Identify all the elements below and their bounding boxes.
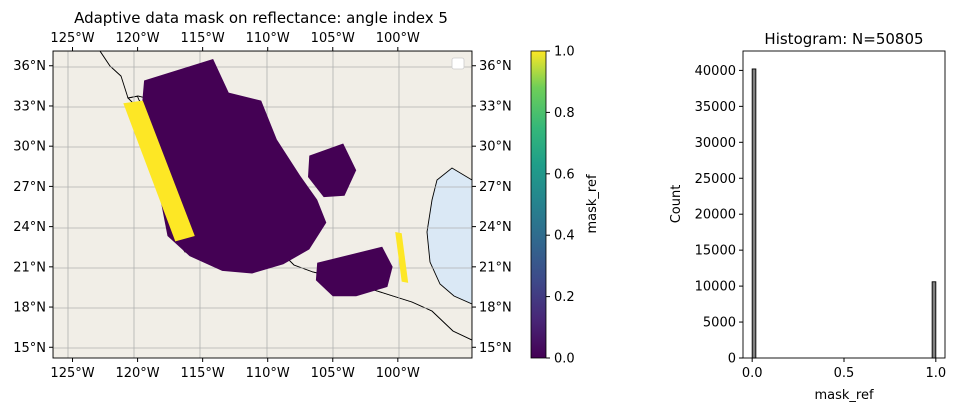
- hist-ytick-label: 30000: [695, 136, 736, 151]
- hist-xtick-label: 0.5: [834, 366, 855, 381]
- map-xtick-label-bottom: 125°W: [50, 366, 94, 381]
- colorbar-tick-label: 0.6: [554, 167, 575, 182]
- hist-ylabel: Count: [669, 185, 684, 224]
- hist-ytick-label: 35000: [695, 100, 736, 115]
- hist-bar: [751, 68, 757, 359]
- hist-ytick-label: 0: [728, 352, 736, 367]
- map-ytick-label-right: 15°N: [479, 341, 512, 356]
- colorbar: [530, 50, 547, 359]
- map-xtick-label-top: 115°W: [181, 31, 225, 46]
- mask-region-masked: [315, 246, 393, 297]
- map-ytick-label-left: 18°N: [13, 301, 46, 316]
- colorbar-tick-label: 1.0: [554, 45, 575, 60]
- map-ytick-label-left: 24°N: [13, 220, 46, 235]
- map-xtick-label-top: 105°W: [311, 31, 355, 46]
- colorbar-tick-label: 0.2: [554, 290, 575, 305]
- map-xtick-label-bottom: 115°W: [181, 366, 225, 381]
- hist-xtick-label: 0.0: [742, 366, 763, 381]
- colorbar-ticks: 0.0 0.2 0.4 0.6 0.8 1.0: [546, 45, 575, 367]
- map-ytick-label-right: 30°N: [479, 140, 512, 155]
- map-ytick-label-left: 27°N: [13, 180, 46, 195]
- map-ytick-label-right: 21°N: [479, 260, 512, 275]
- map-ticks: 125°W 125°W 120°W 120°W 115°W 115°W 110°W 110°W…: [13, 31, 512, 381]
- mask-region-valid: [395, 232, 409, 283]
- colorbar-tick-label: 0.4: [554, 229, 575, 244]
- map-xtick-label-top: 125°W: [50, 31, 94, 46]
- hist-bars: [751, 68, 937, 359]
- map-ytick-label-right: 33°N: [479, 99, 512, 114]
- map-xtick-label-bottom: 100°W: [376, 366, 420, 381]
- map-ytick-label-left: 15°N: [13, 341, 46, 356]
- map-title: Adaptive data mask on reflectance: angle…: [74, 9, 448, 27]
- map-xtick-label-top: 120°W: [115, 31, 159, 46]
- map-ytick-label-right: 18°N: [479, 301, 512, 316]
- map-xtick-label-top: 110°W: [246, 31, 290, 46]
- map-xtick-label-bottom: 105°W: [311, 366, 355, 381]
- map-ytick-label-left: 33°N: [13, 99, 46, 114]
- colorbar-tick-label: 0.0: [554, 352, 575, 367]
- map-ytick-label-left: 21°N: [13, 260, 46, 275]
- colorbar-tick-label: 0.8: [554, 106, 575, 121]
- colorbar-label: mask_ref: [585, 174, 600, 233]
- hist-ytick-label: 10000: [695, 280, 736, 295]
- map-area: [53, 51, 472, 358]
- map-ytick-label-left: 36°N: [13, 59, 46, 74]
- hist-ytick-label: 40000: [695, 64, 736, 79]
- map-ytick-label-right: 36°N: [479, 59, 512, 74]
- hist-xlabel: mask_ref: [814, 388, 873, 403]
- hist-title: Histogram: N=50805: [764, 30, 923, 48]
- map-ytick-label-left: 30°N: [13, 140, 46, 155]
- hist-ytick-label: 15000: [695, 244, 736, 259]
- hist-axes: [742, 50, 946, 359]
- hist-bar: [931, 281, 937, 359]
- map-ytick-label-right: 27°N: [479, 180, 512, 195]
- hist-xtick-label: 1.0: [925, 366, 946, 381]
- map-ytick-label-right: 24°N: [479, 220, 512, 235]
- map-xtick-label-bottom: 110°W: [246, 366, 290, 381]
- mask-region-masked: [308, 143, 357, 198]
- map-legend-box: [451, 57, 465, 70]
- map-xtick-label-top: 100°W: [376, 31, 420, 46]
- map-xtick-label-bottom: 120°W: [115, 366, 159, 381]
- map-frame: [52, 50, 473, 359]
- hist-ytick-label: 20000: [695, 208, 736, 223]
- hist-ytick-label: 25000: [695, 172, 736, 187]
- mask-region-valid: [123, 100, 195, 242]
- hist-ytick-label: 5000: [703, 316, 736, 331]
- mask-layer: [123, 59, 409, 297]
- hist-ticks: 0.0 0.5 1.0 0 5000 10000 15000 20000 25000 30000 3…: [695, 64, 947, 381]
